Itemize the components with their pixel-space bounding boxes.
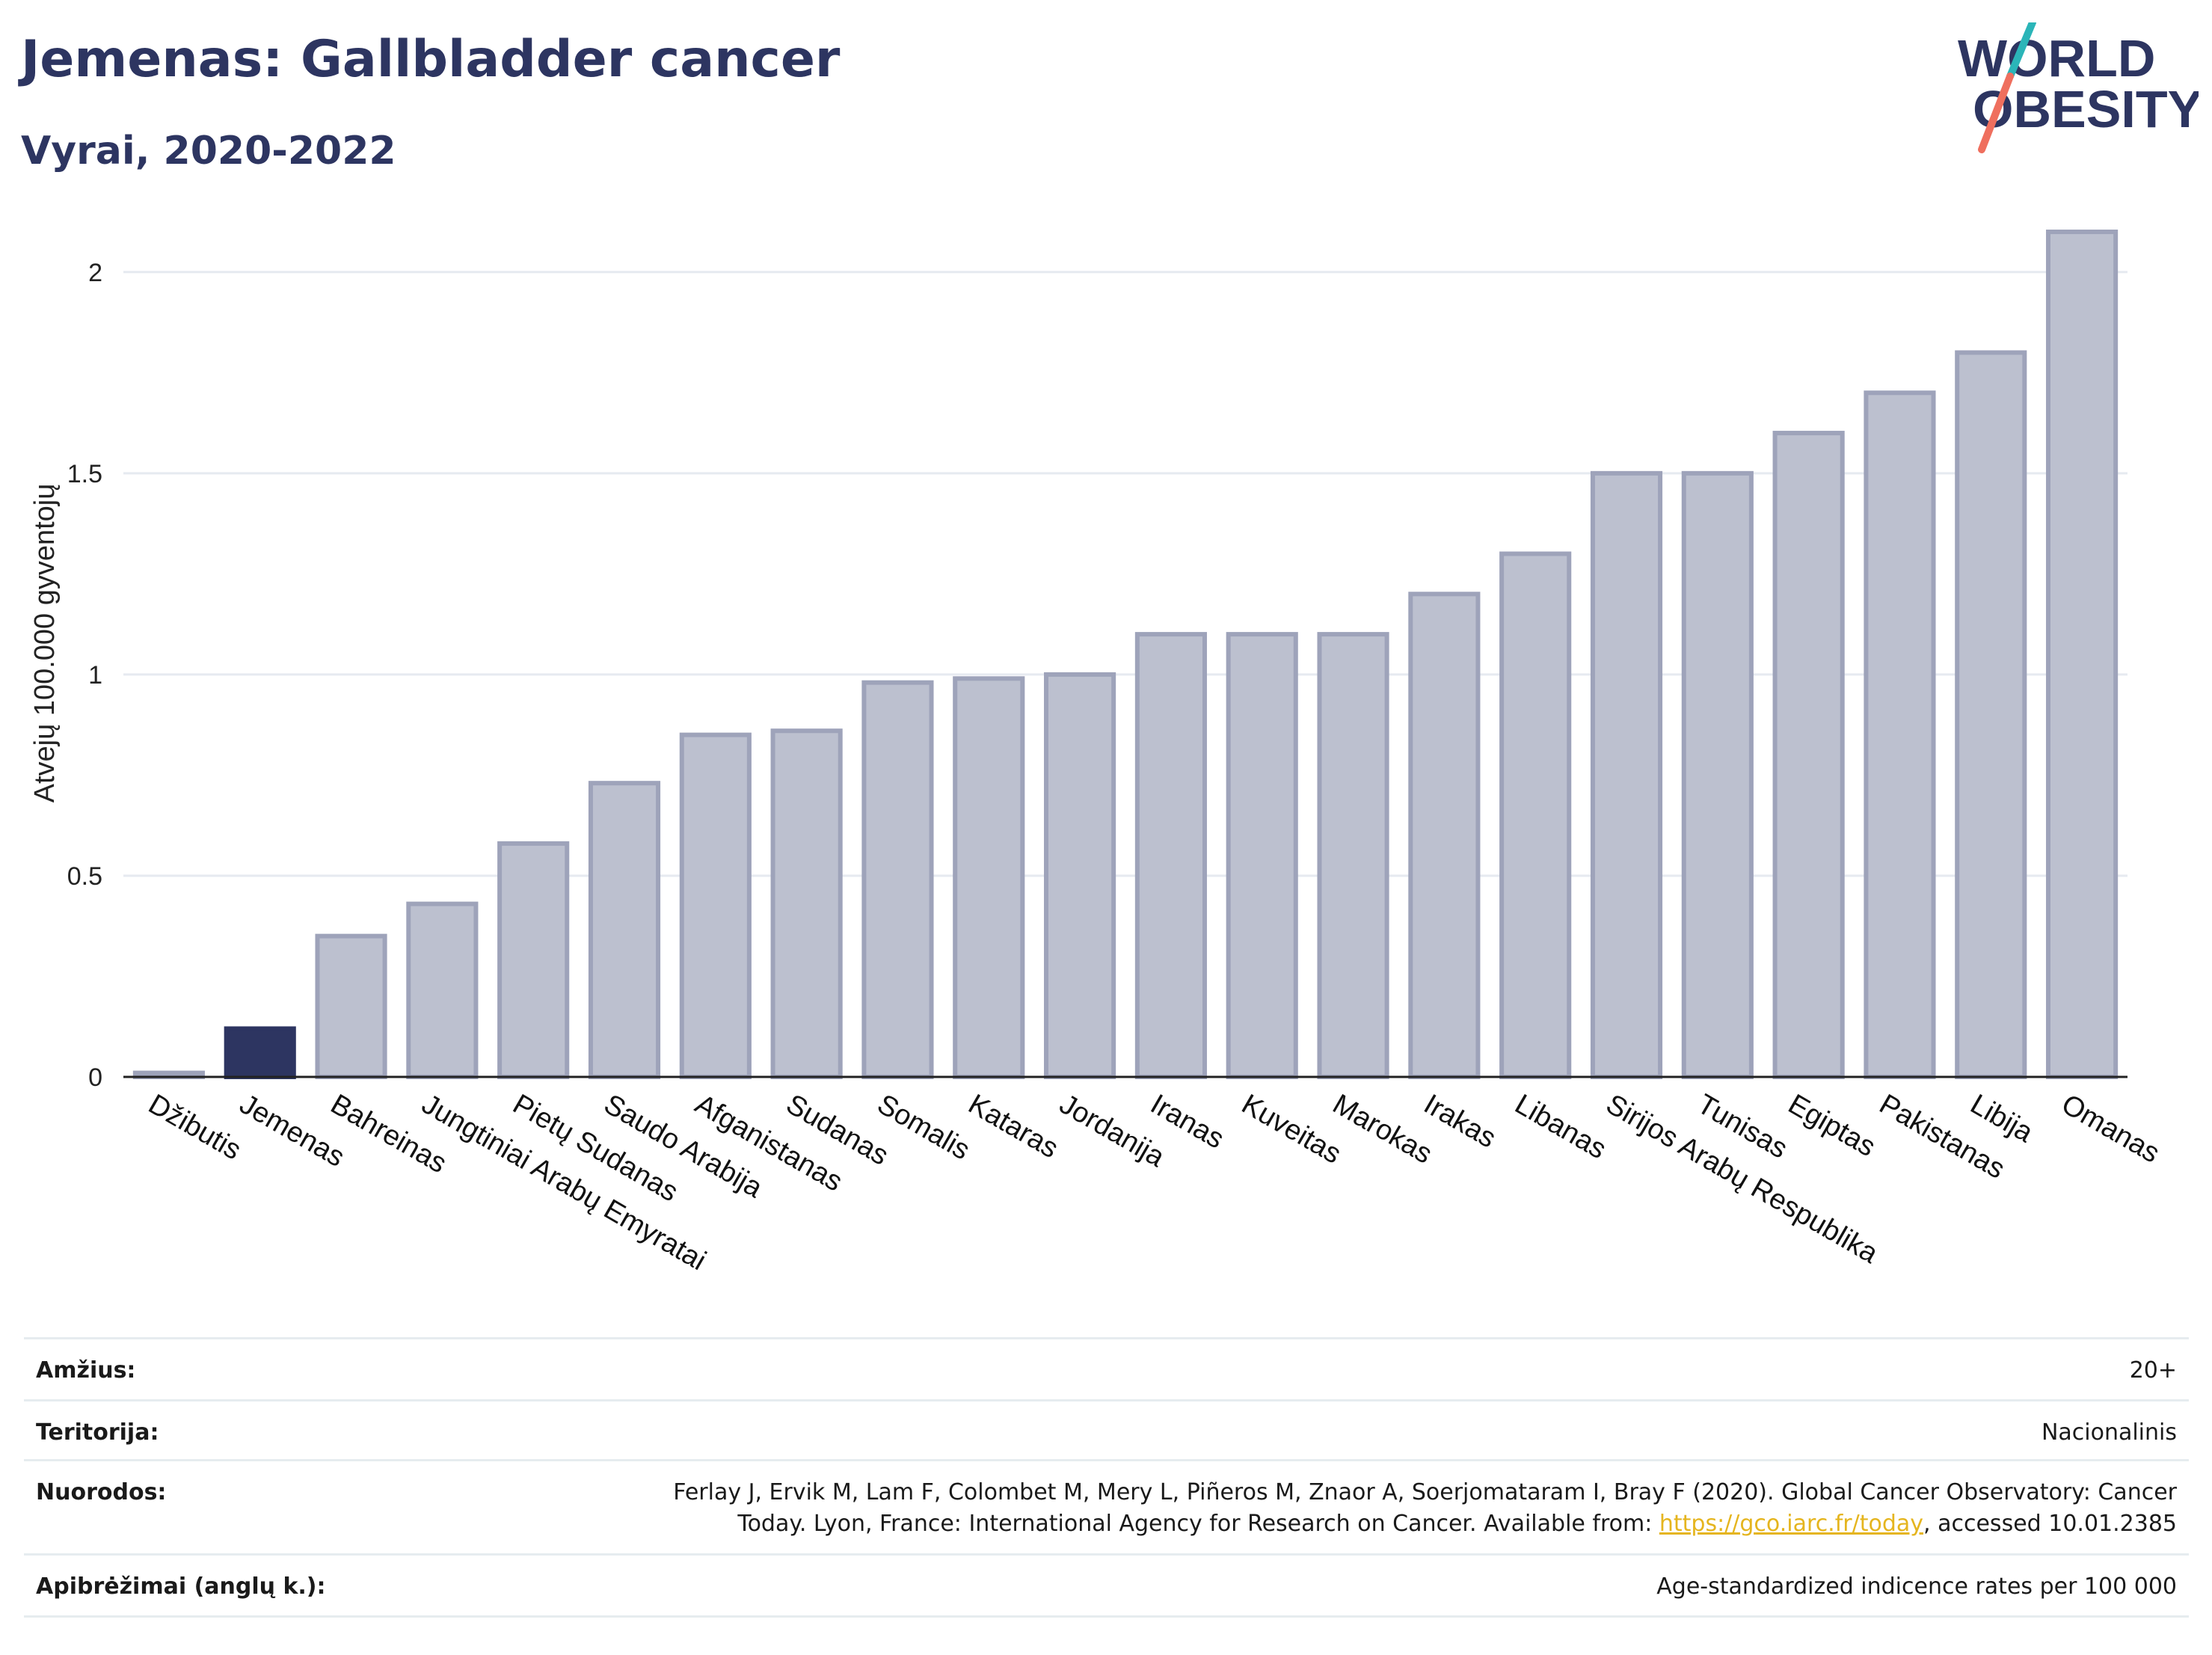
- x-tick-label: Kataras: [963, 1088, 1063, 1164]
- bar-iranas[interactable]: [1134, 632, 1207, 1079]
- definitions-label: Apibrėžimai (anglų k.):: [36, 1573, 326, 1600]
- bar-omanas[interactable]: [2046, 230, 2119, 1079]
- references-line-2-start: Today. Lyon, France: International Agenc…: [737, 1511, 1659, 1537]
- bar-egiptas[interactable]: [1772, 431, 1845, 1079]
- bar-sudanas[interactable]: [770, 728, 843, 1079]
- axis-layer: 00.511.52DžibutisJemenasBahreinasJungtin…: [67, 259, 2165, 1277]
- meta-row-references: Nuorodos: Ferlay J, Ervik M, Lam F, Colo…: [24, 1459, 2189, 1556]
- bar-jemenas[interactable]: [224, 1026, 296, 1080]
- bar-kuveitas[interactable]: [1226, 632, 1298, 1079]
- x-tick-label: Marokas: [1327, 1088, 1437, 1170]
- meta-row-territory: Teritorija: Nacionalinis: [24, 1399, 2189, 1461]
- x-tick-label: Libanas: [1510, 1088, 1612, 1165]
- references-line-1: Ferlay J, Ervik M, Lam F, Colombet M, Me…: [673, 1479, 2177, 1505]
- bar-bahreinas[interactable]: [315, 933, 387, 1080]
- meta-row-age: Amžius: 20+: [24, 1339, 2189, 1399]
- metadata-table: Amžius: 20+ Teritorija: Nacionalinis Nuo…: [24, 1337, 2189, 1621]
- references-line-2: Today. Lyon, France: International Agenc…: [737, 1511, 2177, 1537]
- bar-saudo-arabija[interactable]: [588, 781, 661, 1079]
- bar-kataras[interactable]: [953, 676, 1025, 1079]
- x-tick-label: Jemenas: [234, 1088, 350, 1173]
- bar-tunisas[interactable]: [1681, 470, 1754, 1080]
- y-tick-label: 1.5: [67, 460, 102, 488]
- references-label: Nuorodos:: [36, 1479, 167, 1505]
- x-tick-label: Egiptas: [1783, 1088, 1881, 1163]
- bar-libija[interactable]: [1955, 350, 2027, 1079]
- bar-irakas[interactable]: [1408, 592, 1481, 1079]
- logo-line-2: OBESITY: [1973, 80, 2199, 138]
- meta-row-definitions: Apibrėžimai (anglų k.): Age-standardized…: [24, 1553, 2189, 1618]
- chart-title: Jemenas: Gallbladder cancer: [21, 30, 841, 89]
- world-obesity-logo: WORLD OBESITY: [1958, 22, 2199, 153]
- references-line-2-end: , accessed 10.01.2385: [1923, 1511, 2177, 1537]
- bar-pakistanas[interactable]: [1864, 390, 1936, 1079]
- y-tick-label: 1: [88, 661, 102, 690]
- bar-afganistanas[interactable]: [679, 732, 752, 1079]
- age-value: 20+: [2129, 1357, 2177, 1384]
- bar-jordanija[interactable]: [1044, 672, 1116, 1079]
- bar-layer: [132, 230, 2119, 1080]
- bar-marokas[interactable]: [1317, 632, 1389, 1079]
- y-axis-label: Atvejų 100.000 gyventojų: [29, 484, 61, 803]
- bar-pietų-sudanas[interactable]: [497, 841, 570, 1080]
- logo-line-1: WORLD: [1958, 29, 2155, 87]
- age-label: Amžius:: [36, 1357, 136, 1384]
- y-tick-label: 2: [88, 259, 102, 287]
- bar-jungtiniai-arabų-emyratai[interactable]: [406, 901, 479, 1079]
- bar-libanas[interactable]: [1499, 551, 1572, 1079]
- y-tick-label: 0.5: [67, 862, 102, 891]
- bar-somalis[interactable]: [861, 680, 934, 1079]
- references-link[interactable]: https://gco.iarc.fr/today: [1659, 1511, 1924, 1537]
- definitions-value: Age-standardized indicence rates per 100…: [1656, 1573, 2177, 1600]
- territory-value: Nacionalinis: [2041, 1419, 2177, 1446]
- logo-slash-coral: [1978, 73, 2014, 153]
- territory-label: Teritorija:: [36, 1419, 159, 1446]
- bar-chart: 00.511.52DžibutisJemenasBahreinasJungtin…: [29, 230, 2165, 1277]
- x-tick-label: Omanas: [2056, 1088, 2165, 1169]
- x-tick-label: Kuveitas: [1236, 1088, 1346, 1170]
- logo-slash-teal: [2006, 22, 2036, 80]
- x-tick-label: Džibutis: [143, 1088, 246, 1166]
- chart-subtitle: Vyrai, 2020-2022: [21, 129, 396, 174]
- y-tick-label: 0: [88, 1063, 102, 1092]
- bar-sirijos-arabų-respublika[interactable]: [1590, 470, 1663, 1080]
